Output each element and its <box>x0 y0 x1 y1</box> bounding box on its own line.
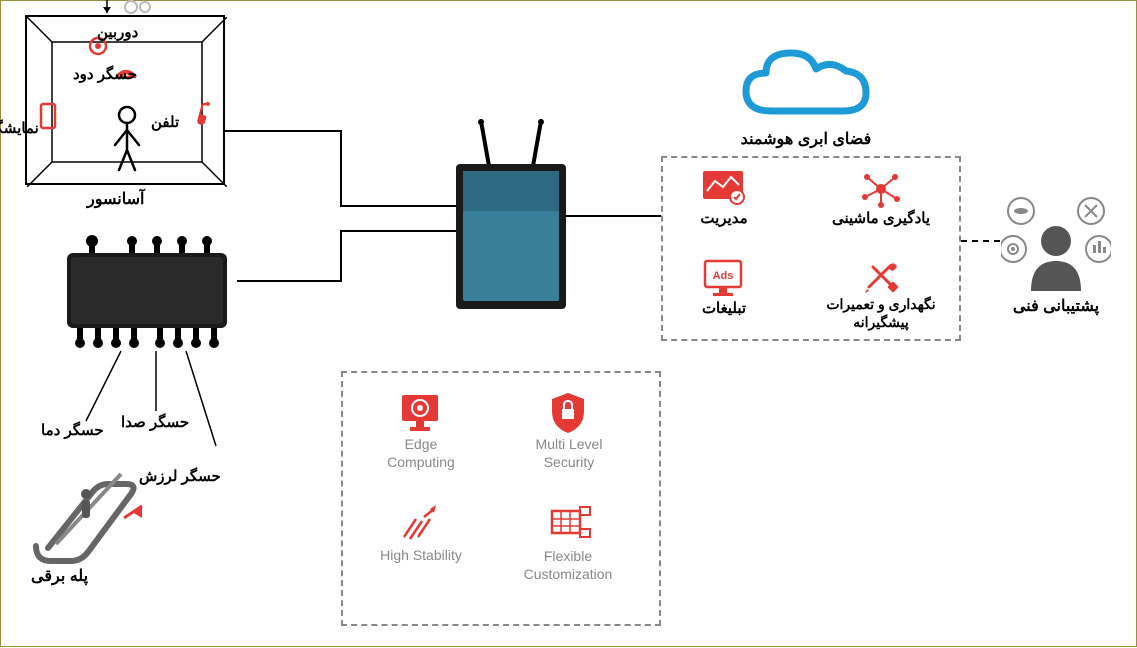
ads-label: تبلیغات <box>689 299 759 317</box>
escalator-icon <box>26 456 156 581</box>
cloud-title: فضای ابری هوشمند <box>731 129 881 149</box>
router-device <box>441 116 581 321</box>
elevator-title: آسانسور <box>87 189 144 209</box>
support-icon <box>1001 181 1111 306</box>
features-box <box>341 371 661 626</box>
ads-icon: Ads <box>701 257 745 302</box>
phone-icon <box>197 102 217 133</box>
maintenance-label: نگهداری و تعمیرات پیشگیرانه <box>811 295 951 331</box>
elevator-top-decoration <box>101 0 161 20</box>
sound-sensor-label: حسگر صدا <box>121 413 189 431</box>
security-label: Multi Level Security <box>519 435 619 471</box>
cloud-icon <box>731 41 881 136</box>
escalator-label: پله برقی <box>31 566 88 586</box>
display-label: نمایشگر <box>0 119 43 137</box>
camera-label: دوربین <box>97 23 138 41</box>
hub-device <box>57 231 237 351</box>
customization-label: Flexible Customization <box>513 547 623 583</box>
stability-icon <box>396 501 444 550</box>
customization-icon <box>546 501 594 550</box>
temp-sensor-label: حسگر دما <box>41 421 104 439</box>
ml-icon <box>859 169 903 214</box>
person-icon <box>107 105 147 180</box>
stability-label: High Stability <box>371 547 471 563</box>
support-label: پشتیبانی فنی <box>1006 296 1106 316</box>
phone-label: تلفن <box>151 113 179 131</box>
edge-computing-label: Edge Computing <box>371 435 471 471</box>
management-icon <box>701 169 745 212</box>
management-label: مدیریت <box>689 209 759 227</box>
svg-text:Ads: Ads <box>713 270 734 282</box>
ml-label: یادگیری ماشینی <box>831 209 931 227</box>
edge-computing-icon <box>396 389 444 438</box>
smoke-sensor-label: حسگر دود <box>73 65 137 83</box>
